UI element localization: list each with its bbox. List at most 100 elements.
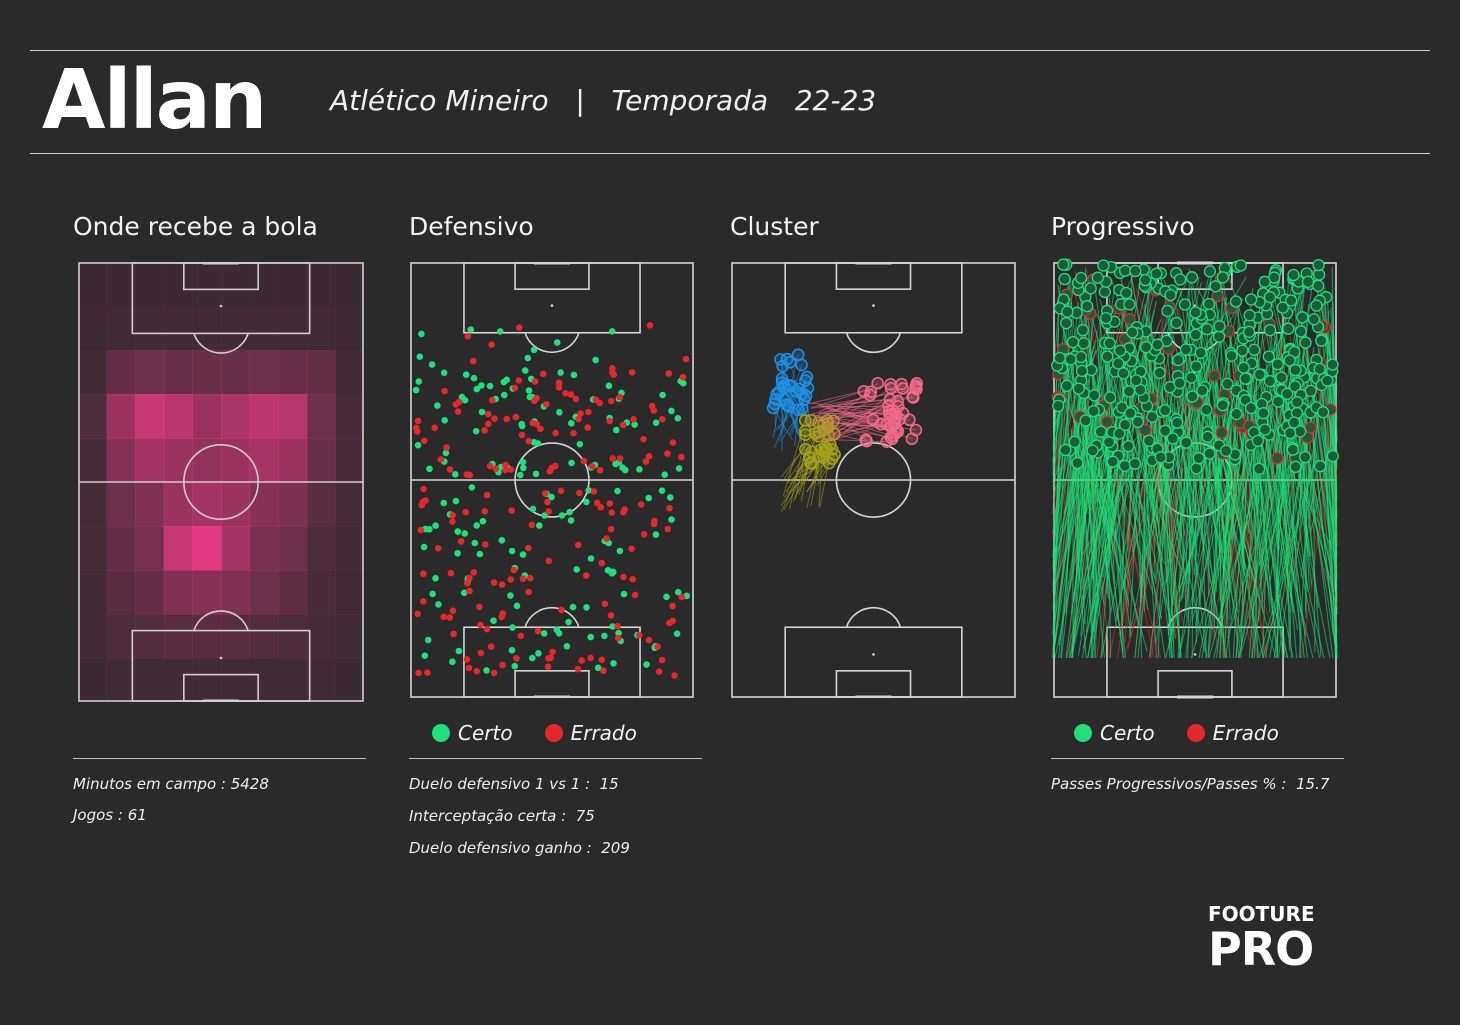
- heatmap-cell: [135, 350, 165, 395]
- progressive-point: [1066, 336, 1080, 349]
- progressive-line: [1222, 316, 1248, 568]
- progressive-marks: [1051, 258, 1339, 659]
- progressive-line: [1052, 449, 1060, 659]
- success-dot-icon: [432, 724, 450, 742]
- cluster-marks: [766, 348, 923, 512]
- defensive-point: [592, 396, 600, 404]
- defensive-point: [637, 501, 645, 508]
- progressive-point: [1118, 264, 1132, 277]
- bottom-penalty-arc: [524, 606, 580, 628]
- defensive-point: [616, 393, 624, 401]
- defensive-point: [486, 382, 494, 390]
- defensive-point: [598, 656, 606, 664]
- defensive-point: [434, 545, 442, 552]
- stat-minutes: Minutos em campo : 5428: [73, 775, 269, 793]
- progressive-point: [1087, 404, 1100, 418]
- heatmap-cell: [78, 350, 108, 395]
- defensive-point: [437, 456, 445, 463]
- cluster-line: [782, 420, 806, 496]
- stat-duel-1v1: Duelo defensivo 1 vs 1 : 15: [409, 775, 619, 793]
- progressive-line: [1077, 455, 1091, 589]
- progressive-point: [1060, 379, 1074, 392]
- defensive-point: [583, 604, 590, 611]
- progressive-line: [1208, 465, 1263, 659]
- defensive-point: [607, 612, 615, 619]
- defensive-point: [498, 581, 506, 588]
- progressive-point: [1112, 357, 1125, 370]
- defensive-point: [575, 415, 582, 423]
- progressive-point: [1166, 432, 1179, 445]
- cluster-line: [779, 359, 793, 415]
- center-circle: [835, 442, 912, 518]
- defensive-title: Defensivo: [409, 212, 534, 241]
- defensive-point: [547, 654, 554, 661]
- progressive-line: [1269, 467, 1288, 583]
- cluster-point: [826, 452, 839, 465]
- defensive-point: [512, 413, 520, 421]
- error-dot-icon: [544, 724, 563, 742]
- progressive-point: [1219, 444, 1233, 458]
- cluster-point: [871, 376, 884, 390]
- defensive-point: [478, 408, 486, 416]
- progressive-point: [1077, 337, 1090, 350]
- progressive-point: [1247, 343, 1261, 357]
- defensive-point: [643, 661, 650, 668]
- defensive-point: [488, 341, 495, 348]
- defensive-point: [674, 588, 682, 596]
- defensive-point: [527, 574, 534, 582]
- heatmap-cell: [249, 658, 279, 702]
- progressive-point: [1059, 443, 1072, 457]
- defensive-point: [461, 396, 469, 404]
- bottom-goal-area: [835, 670, 912, 698]
- defensive-point: [620, 573, 627, 581]
- progressive-line: [1065, 429, 1073, 615]
- defensive-point: [630, 416, 637, 423]
- defensive-point: [502, 461, 509, 469]
- heatmap-cell: [135, 394, 165, 439]
- defensive-point: [452, 471, 459, 478]
- progressive-point: [1326, 449, 1339, 463]
- cluster-point: [884, 382, 898, 395]
- cluster-line: [781, 433, 816, 512]
- cluster-line: [796, 449, 828, 495]
- defensive-point: [531, 397, 538, 405]
- progressive-point: [1203, 447, 1216, 460]
- heatmap-cell: [221, 350, 251, 395]
- defensive-point: [608, 328, 616, 335]
- defensive-point: [420, 543, 428, 551]
- defensive-point: [420, 598, 427, 605]
- cluster-line: [776, 378, 783, 416]
- defensive-point: [551, 462, 559, 470]
- cluster-point: [909, 381, 922, 394]
- progressive-point: [1211, 289, 1224, 303]
- defensive-point: [420, 437, 428, 445]
- top-penalty-box: [463, 262, 641, 334]
- progressive-point: [1104, 391, 1117, 404]
- progressive-point: [1186, 390, 1199, 403]
- heatmap-cell: [221, 570, 251, 615]
- defensive-point: [482, 541, 489, 548]
- progressive-point: [1192, 452, 1205, 465]
- defensive-point: [515, 377, 523, 384]
- heatmap-cell: [192, 350, 222, 395]
- top-penalty-arc: [524, 332, 580, 354]
- progressive-point: [1101, 350, 1114, 363]
- defensive-point: [507, 592, 514, 599]
- progressive-point: [1271, 451, 1284, 465]
- progressive-line: [1328, 377, 1338, 655]
- progressive-point: [1171, 416, 1184, 429]
- defensive-point: [450, 630, 457, 638]
- bottom-penalty-arc: [845, 606, 902, 628]
- defensive-point: [418, 330, 425, 338]
- defensive-point: [454, 528, 462, 535]
- stat-games: Jogos : 61: [73, 806, 147, 824]
- success-dot-icon: [1074, 724, 1092, 742]
- heatmap-cell: [163, 306, 193, 351]
- defensive-point: [519, 551, 527, 558]
- heatmap-cell: [135, 306, 165, 351]
- defensive-point: [431, 424, 438, 432]
- progressive-point: [1094, 425, 1107, 438]
- defensive-point: [557, 487, 565, 495]
- legend-label: Certo: [458, 721, 513, 745]
- defensive-point: [507, 466, 515, 473]
